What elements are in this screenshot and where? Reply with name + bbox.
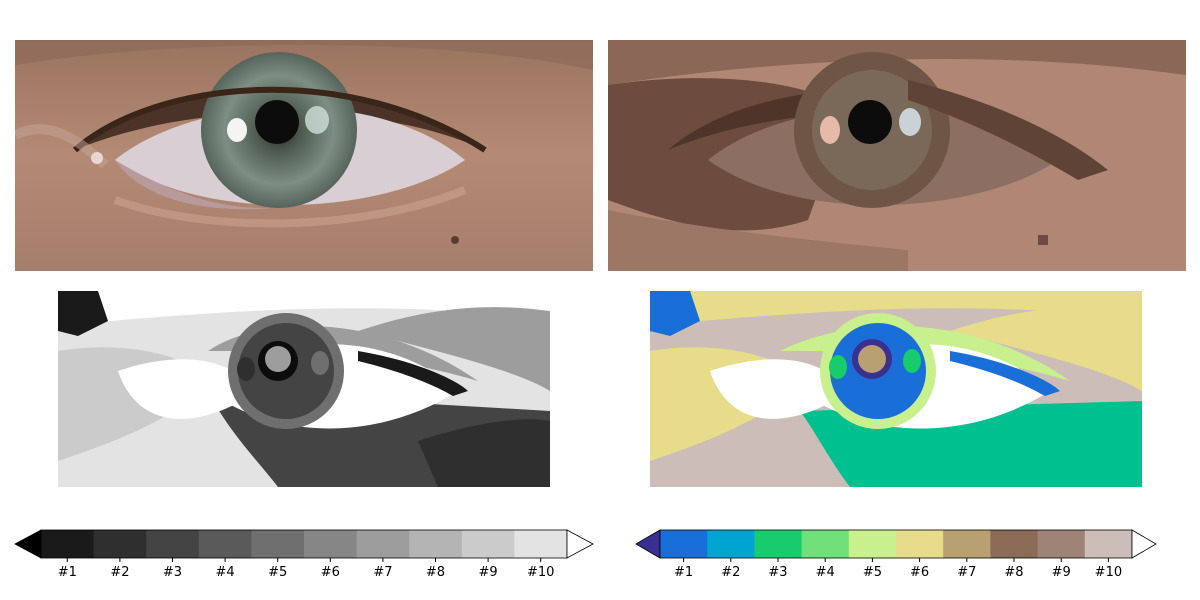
colorbar-swatch [356,530,410,558]
gray-colorbar: #1 #2 #3 #4 #5 #6 #7 #8 #9 #10 [14,528,594,588]
terrain-quantized-eye-image [650,291,1142,487]
colorbar-swatch [198,530,252,558]
colorbar-tick-label: #3 [163,565,182,580]
colorbar-swatch [848,530,897,558]
colorbar-swatch [660,530,708,558]
colorbar-tick-label: #5 [863,565,882,580]
colorbar-swatch [943,530,991,558]
colorbar-tick-label: #6 [910,565,929,580]
colorbar-tick-label: #7 [373,565,392,580]
colorbar-swatch [304,530,358,558]
colorbar-tick-label: #6 [321,565,340,580]
colorbar-tick-label: #8 [1004,565,1023,580]
colorbar-swatch [707,530,755,558]
colorbar-swatch [514,530,568,558]
colorbar-tick-label: #5 [268,565,287,580]
colorbar-swatch [93,530,147,558]
colorbar-tick-label: #2 [110,565,129,580]
colorbar-swatch [801,530,850,558]
colorbar-over-extend [566,529,594,559]
colorbar-tick-label: #1 [58,565,77,580]
colorbar-swatch [1084,530,1133,558]
colorbar-tick-label: #8 [426,565,445,580]
colorbar-swatch [461,530,515,558]
colorbar-tick-label: #1 [674,565,693,580]
colorbar-swatch [1037,530,1086,558]
colorbar-under-extend [14,529,42,559]
colorbar-tick-label: #9 [479,565,498,580]
colorbar-under-extend [635,529,661,559]
colorbar-tick-label: #3 [768,565,787,580]
colorbar-tick-label: #4 [216,565,235,580]
colorbar-tick-label: #4 [816,565,835,580]
colorbar-swatch [990,530,1039,558]
colorbar-tick-label: #10 [1095,565,1122,580]
quantized-eye-image [608,40,1186,271]
colorbar-over-extend [1131,529,1157,559]
original-eye-image [15,40,593,271]
colorbar-tick-label: #10 [527,565,554,580]
colorbar-swatch [41,530,95,558]
colorbar-swatch [146,530,200,558]
gray-quantized-eye-image [58,291,550,487]
colorbar-tick-label: #7 [957,565,976,580]
colorbar-swatch [251,530,305,558]
colorbar-swatch [754,530,803,558]
terrain-colorbar: #1 #2 #3 #4 #5 #6 #7 #8 #9 #10 [635,528,1158,588]
colorbar-swatch [409,530,463,558]
colorbar-tick-label: #9 [1052,565,1071,580]
colorbar-tick-label: #2 [721,565,740,580]
colorbar-swatch [896,530,944,558]
